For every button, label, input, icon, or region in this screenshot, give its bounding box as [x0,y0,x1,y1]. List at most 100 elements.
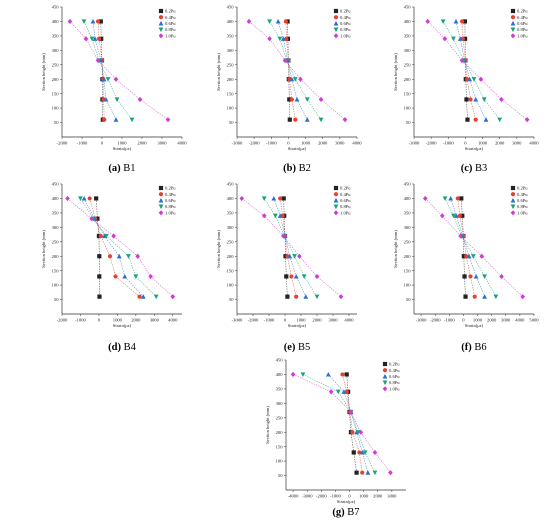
y-tick-label: 100 [52,106,60,111]
series-line [457,198,475,297]
series-0.4Pu [455,196,477,299]
x-tick-label: -1000 [443,141,454,146]
panel-caption-name: B1 [121,163,136,174]
x-tick-label: 0 [462,318,465,323]
y-tick-label: 450 [276,358,284,363]
legend-label: 0.6Pu [517,21,528,26]
data-point [348,409,354,415]
data-point [422,195,428,202]
data-point [289,76,295,82]
y-tick-label: 400 [404,196,412,201]
x-tick-label: -1000 [330,494,341,499]
data-point [462,19,468,24]
y-tick-label: 450 [404,182,412,187]
legend-label: 0.4Pu [165,192,176,197]
data-point [273,213,278,219]
y-tick-label: 100 [276,459,284,464]
data-point [101,76,107,82]
x-axis-title: Strain(με) [113,146,132,151]
legend-marker [333,197,339,203]
x-tick-label: 0 [284,318,287,323]
x-axis-title: Strain(με) [465,146,484,151]
series-line [97,21,105,120]
panel-caption-letter: (g) [332,507,345,518]
data-point [287,117,292,122]
data-point [113,274,118,279]
data-point [463,294,468,299]
data-point [457,36,463,41]
series-line [92,21,117,120]
data-point [261,196,267,201]
data-point [284,36,289,41]
data-point [358,429,364,435]
series-0.2Pu [94,196,102,299]
data-point [111,233,116,239]
panel-caption-letter: (d) [108,342,121,353]
data-point [453,18,459,24]
y-tick-label: 200 [52,254,60,259]
y-tick-label: 150 [52,91,60,96]
data-point [261,213,267,219]
y-tick-label: 350 [52,210,60,215]
legend-label: 0.4Pu [389,368,400,373]
legend-marker [158,185,164,191]
data-point [103,233,109,239]
panel-caption: (d) B4 [108,342,136,353]
x-tick-label: 0 [464,141,467,146]
y-tick-label: 100 [52,283,60,288]
x-tick-label: -1000 [77,141,88,146]
legend-label: 0.2Pu [340,9,351,14]
x-tick-label: 2000 [131,318,141,323]
y-tick-label: 250 [276,415,284,420]
chart-panel-b1: -2000 -1000 0 1000 2000 3000 4000 50 100 150 200 25… [41,5,187,174]
legend-label: 1.0Pu [389,386,400,391]
y-tick-label: 450 [52,5,60,10]
data-point [453,213,459,218]
data-point [282,57,288,64]
data-point [468,274,473,279]
data-point [113,76,119,82]
data-point [451,213,456,219]
legend-label: 0.2Pu [165,9,176,14]
chart-panel-b6: -3000 -2000 -1000 0 1000 2000 3000 4000 5000 50 10… [393,182,539,353]
data-point [293,117,298,122]
series-1.0Pu [67,18,171,123]
series-line [464,21,468,120]
series-1.0Pu [290,371,393,476]
data-point [499,96,504,103]
data-point [278,196,283,201]
data-point [482,294,487,299]
y-tick-label: 250 [404,62,412,67]
x-tick-label: -3000 [416,318,427,323]
legend-label: 0.6Pu [340,21,351,26]
data-point [281,196,286,201]
x-tick-label: 4000 [177,141,187,146]
x-tick-label: 4000 [515,318,525,323]
data-point [354,470,359,475]
legend-label: 0.2Pu [340,186,351,191]
series-0.4Pu [340,372,365,475]
y-tick-label: 150 [404,268,412,273]
data-point [89,36,95,42]
data-point [448,195,454,201]
data-point [105,77,111,82]
y-tick-label: 350 [227,33,235,38]
data-point [129,117,135,123]
legend-label: 1.0Pu [340,210,351,215]
series-0.6Pu [90,18,119,122]
x-tick-label: -2000 [57,141,68,146]
data-point [468,97,473,102]
data-point [440,19,446,24]
legend-label: 0.4Pu [340,15,351,20]
y-tick-label: 350 [404,210,412,215]
y-tick-label: 150 [227,268,235,273]
data-point [328,389,334,395]
y-axis-title: Section height (mm) [393,230,398,268]
series-line [342,374,363,473]
data-point [99,36,104,41]
data-point [318,117,324,123]
data-point [314,294,320,300]
series-line [346,374,357,473]
legend-marker [510,8,516,14]
